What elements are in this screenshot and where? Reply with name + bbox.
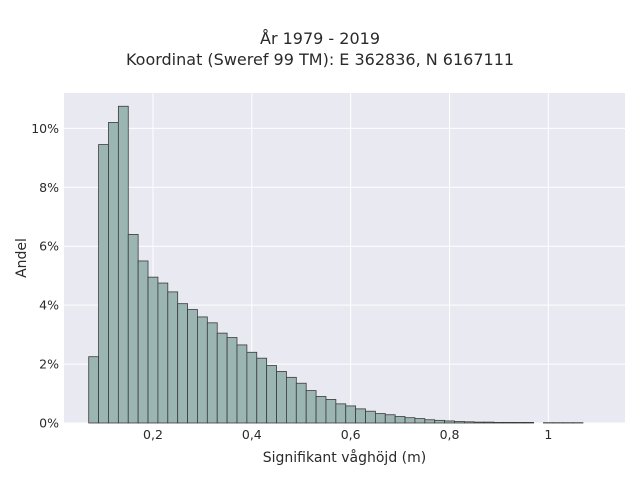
histogram-bar (108, 122, 119, 424)
histogram-bar (305, 390, 317, 424)
x-axis-ticks: 0,2 0,4 0,6 0,8 1 (143, 427, 552, 442)
y-axis-ticks: 0% 2% 4% 6% 8% 10% (31, 121, 59, 431)
histogram-bar (157, 282, 169, 424)
histogram-bar (315, 396, 327, 424)
histogram-bar (414, 418, 426, 424)
chart-title: År 1979 - 2019 (260, 29, 380, 48)
histogram-bar (394, 416, 406, 424)
y-tick-label: 8% (39, 180, 59, 195)
histogram-bar (345, 405, 357, 424)
histogram-bar (493, 422, 505, 424)
histogram-bar (276, 371, 287, 424)
histogram-bar (513, 422, 525, 424)
chart-subtitle: Koordinat (Sweref 99 TM): E 362836, N 61… (125, 50, 515, 69)
histogram-bar (197, 316, 208, 424)
histogram-bar (365, 410, 376, 424)
histogram-bar (286, 376, 297, 424)
x-axis-label: Signifikant våghöjd (m) (263, 449, 426, 466)
histogram-bar (384, 414, 396, 424)
x-tick-label: 0,8 (440, 427, 460, 442)
y-axis-label: Andel (14, 238, 30, 278)
histogram-bar (206, 322, 218, 424)
histogram-bar (424, 419, 436, 424)
histogram-bar (147, 276, 159, 424)
x-tick-label: 0,6 (341, 427, 361, 442)
histogram-bar (167, 291, 179, 424)
histogram-bar (523, 422, 534, 424)
histogram-bar (335, 403, 347, 424)
y-tick-label: 10% (31, 121, 59, 136)
histogram-bar (226, 337, 238, 424)
histogram-bar (137, 260, 149, 424)
x-tick-label: 0,2 (143, 427, 163, 442)
y-tick-label: 2% (39, 357, 59, 372)
histogram-bar (246, 351, 258, 424)
histogram-bars (88, 105, 584, 424)
histogram-bar (503, 422, 515, 424)
histogram-bar (236, 344, 248, 424)
histogram-bar (88, 356, 99, 424)
histogram-bar (374, 413, 386, 424)
histogram-bar (355, 408, 366, 424)
y-tick-label: 4% (39, 298, 59, 313)
histogram-bar (266, 365, 277, 424)
histogram-bar (177, 303, 188, 424)
y-tick-label: 6% (39, 239, 59, 254)
histogram-bar (473, 421, 485, 424)
histogram-bar (98, 144, 109, 424)
histogram-bar (256, 357, 268, 424)
histogram-bar (454, 421, 465, 424)
histogram-bar (216, 332, 228, 424)
histogram-bar (444, 420, 455, 424)
histogram-bar (117, 105, 129, 424)
histogram-bar (463, 421, 475, 424)
histogram-bar (404, 417, 416, 424)
histogram-bar (295, 382, 307, 424)
x-tick-label: 1 (544, 427, 552, 442)
histogram-bar (483, 421, 495, 424)
y-tick-label: 0% (39, 416, 59, 431)
histogram-bar (127, 234, 139, 424)
histogram-bar (434, 419, 445, 424)
histogram-bar (187, 309, 198, 424)
histogram-bar (325, 399, 337, 424)
x-tick-label: 0,4 (242, 427, 262, 442)
